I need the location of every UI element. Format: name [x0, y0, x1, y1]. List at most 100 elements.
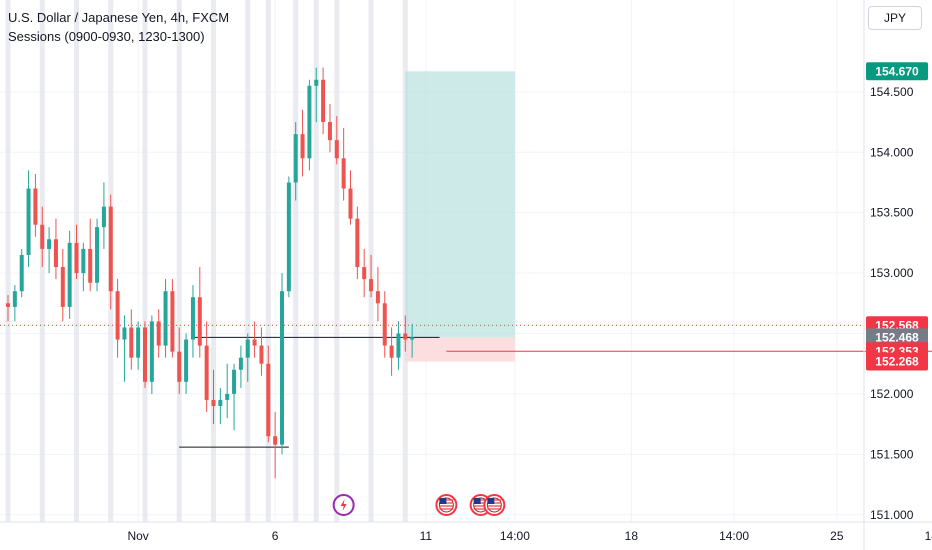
- session-band: [334, 0, 340, 522]
- lightning-icon: [332, 494, 355, 516]
- candle: [60, 248, 65, 322]
- candle: [389, 327, 394, 376]
- time-tick-label: 25: [830, 529, 844, 543]
- candle-body: [60, 267, 65, 307]
- candle: [149, 315, 154, 394]
- candle-body: [163, 291, 168, 346]
- candle-body: [403, 333, 408, 340]
- candle-body: [26, 188, 31, 255]
- candle: [53, 218, 58, 280]
- candle-body: [67, 242, 72, 307]
- candle-body: [6, 303, 10, 307]
- candle-body: [204, 345, 209, 400]
- candle-body: [321, 79, 326, 123]
- candle-body: [286, 182, 291, 292]
- candle-body: [238, 357, 243, 370]
- candle: [327, 103, 332, 153]
- candle-body: [177, 351, 182, 382]
- candle-body: [108, 206, 113, 292]
- session-band: [245, 0, 251, 522]
- candle-body: [136, 327, 141, 358]
- candle: [375, 267, 380, 322]
- candle: [197, 267, 202, 358]
- session-band: [265, 0, 271, 522]
- candle-body: [266, 363, 271, 437]
- session-band: [5, 0, 11, 522]
- candle: [403, 315, 408, 352]
- us-flag-icon: [483, 494, 506, 516]
- candle-body: [88, 248, 93, 283]
- price-tick-label: 154.000: [870, 145, 914, 159]
- currency-button[interactable]: JPY: [868, 6, 922, 30]
- candle: [341, 128, 346, 201]
- candle-body: [369, 279, 374, 292]
- session-band: [176, 0, 182, 522]
- price-label-bg: [866, 62, 928, 81]
- candle: [190, 285, 195, 358]
- flag-canton: [439, 498, 447, 504]
- candle: [362, 248, 367, 298]
- price-label-bg: [866, 352, 928, 371]
- candle-body: [341, 158, 346, 189]
- candle-body: [81, 248, 86, 274]
- session-band: [142, 0, 148, 522]
- candle: [129, 309, 134, 370]
- price-tick-label: 152.000: [870, 387, 914, 401]
- candle: [184, 333, 189, 394]
- price-tick-label: 151.000: [870, 508, 914, 522]
- candle: [19, 248, 24, 298]
- candle-body: [170, 291, 175, 352]
- candle-body: [12, 291, 17, 307]
- candle-body: [410, 337, 415, 340]
- session-band: [211, 0, 216, 522]
- candle: [225, 363, 230, 419]
- candle: [88, 218, 93, 292]
- candle-body: [53, 239, 58, 268]
- candle-body: [156, 321, 161, 346]
- candle-body: [362, 267, 367, 280]
- candle-body: [396, 333, 401, 358]
- candle-body: [273, 436, 278, 445]
- profit-zone: [405, 71, 515, 338]
- candle: [81, 242, 86, 292]
- candle-body: [40, 224, 45, 249]
- indicator-label[interactable]: Sessions (0900-0930, 1230-1300): [8, 29, 205, 44]
- candle-body: [101, 206, 106, 228]
- candle: [382, 291, 387, 358]
- candle: [238, 345, 243, 388]
- session-band: [313, 0, 319, 522]
- candle-body: [129, 327, 134, 358]
- candle-body: [314, 79, 319, 86]
- candle-body: [327, 122, 332, 141]
- candle: [95, 218, 100, 292]
- candle-body: [122, 327, 127, 340]
- candle-body: [225, 393, 230, 400]
- candle-body: [252, 339, 257, 346]
- candle: [218, 387, 223, 425]
- candle: [47, 227, 52, 274]
- candle: [348, 170, 353, 225]
- candle: [170, 279, 175, 358]
- time-tick-label: 6: [272, 529, 279, 543]
- time-tick-label: 14:00: [719, 529, 749, 543]
- price-tick-label: 151.500: [870, 447, 914, 461]
- price-tick-label: 153.000: [870, 266, 914, 280]
- candle: [33, 174, 38, 237]
- candle-body: [293, 134, 298, 183]
- candle-body: [47, 239, 52, 249]
- candle: [273, 412, 278, 479]
- candle: [286, 176, 291, 298]
- candle-body: [33, 188, 38, 225]
- candle: [410, 323, 415, 358]
- candle: [40, 206, 45, 268]
- candle-body: [143, 327, 147, 382]
- lightning-shape: [340, 499, 347, 511]
- time-tick-label: 14:00: [500, 529, 530, 543]
- symbol-title[interactable]: U.S. Dollar / Japanese Yen, 4h, FXCM: [8, 10, 230, 25]
- candle: [122, 315, 127, 382]
- candle: [211, 369, 216, 425]
- candle: [204, 321, 209, 413]
- candle-body: [190, 297, 195, 340]
- price-label-bg: [866, 328, 928, 347]
